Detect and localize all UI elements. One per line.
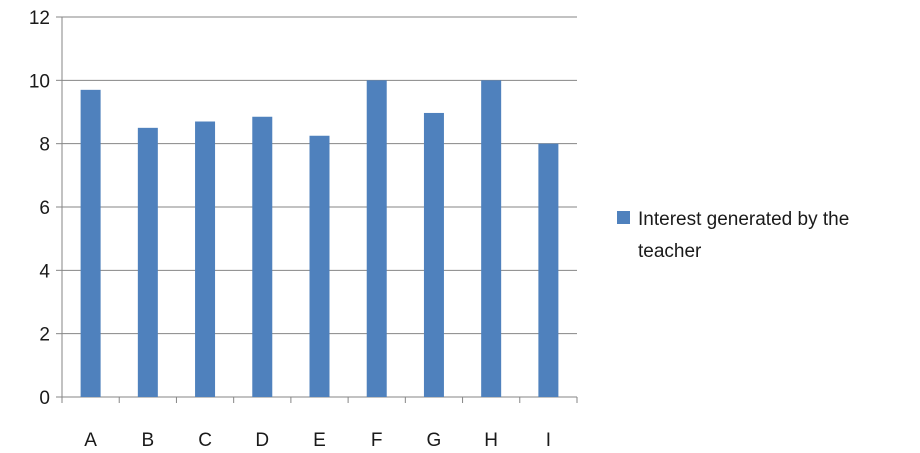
legend-label-line-2: teacher [638, 241, 702, 262]
x-tick-label-F: F [371, 430, 383, 451]
legend-label-line-1: Interest generated by the [638, 209, 849, 230]
bar-A [80, 89, 101, 397]
x-tick-label-H: H [484, 430, 498, 451]
y-tick-label-10: 10 [29, 71, 50, 92]
x-tick-label-I: I [546, 430, 551, 451]
x-tick-label-E: E [313, 430, 326, 451]
y-tick-label-8: 8 [39, 135, 50, 156]
y-tick-label-12: 12 [29, 8, 50, 29]
x-tick-label-B: B [141, 430, 154, 451]
y-tick-label-6: 6 [39, 198, 50, 219]
legend-swatch [617, 211, 630, 224]
legend-label: Interest generated by the teacher [638, 209, 855, 262]
y-tick-label-0: 0 [39, 388, 50, 409]
x-tick-label-C: C [198, 430, 212, 451]
x-tick-label-G: G [427, 430, 442, 451]
bar-H [481, 80, 502, 397]
bar-F [366, 80, 387, 397]
bar-C [195, 121, 216, 397]
bar-B [137, 127, 158, 397]
bar-I [538, 143, 559, 397]
y-axis-tick-labels: 0 2 4 6 8 10 12 [29, 8, 51, 409]
y-tick-label-2: 2 [39, 325, 50, 346]
x-tick-label-D: D [255, 430, 269, 451]
x-axis-tick-labels: A B C D E F G H I [84, 430, 551, 451]
y-tick-label-4: 4 [39, 261, 50, 282]
x-tick-label-A: A [84, 430, 97, 451]
bars [80, 80, 559, 397]
legend: Interest generated by the teacher [617, 209, 855, 262]
bar-D [252, 116, 273, 397]
bar-E [309, 135, 330, 397]
bar-G [423, 112, 444, 397]
